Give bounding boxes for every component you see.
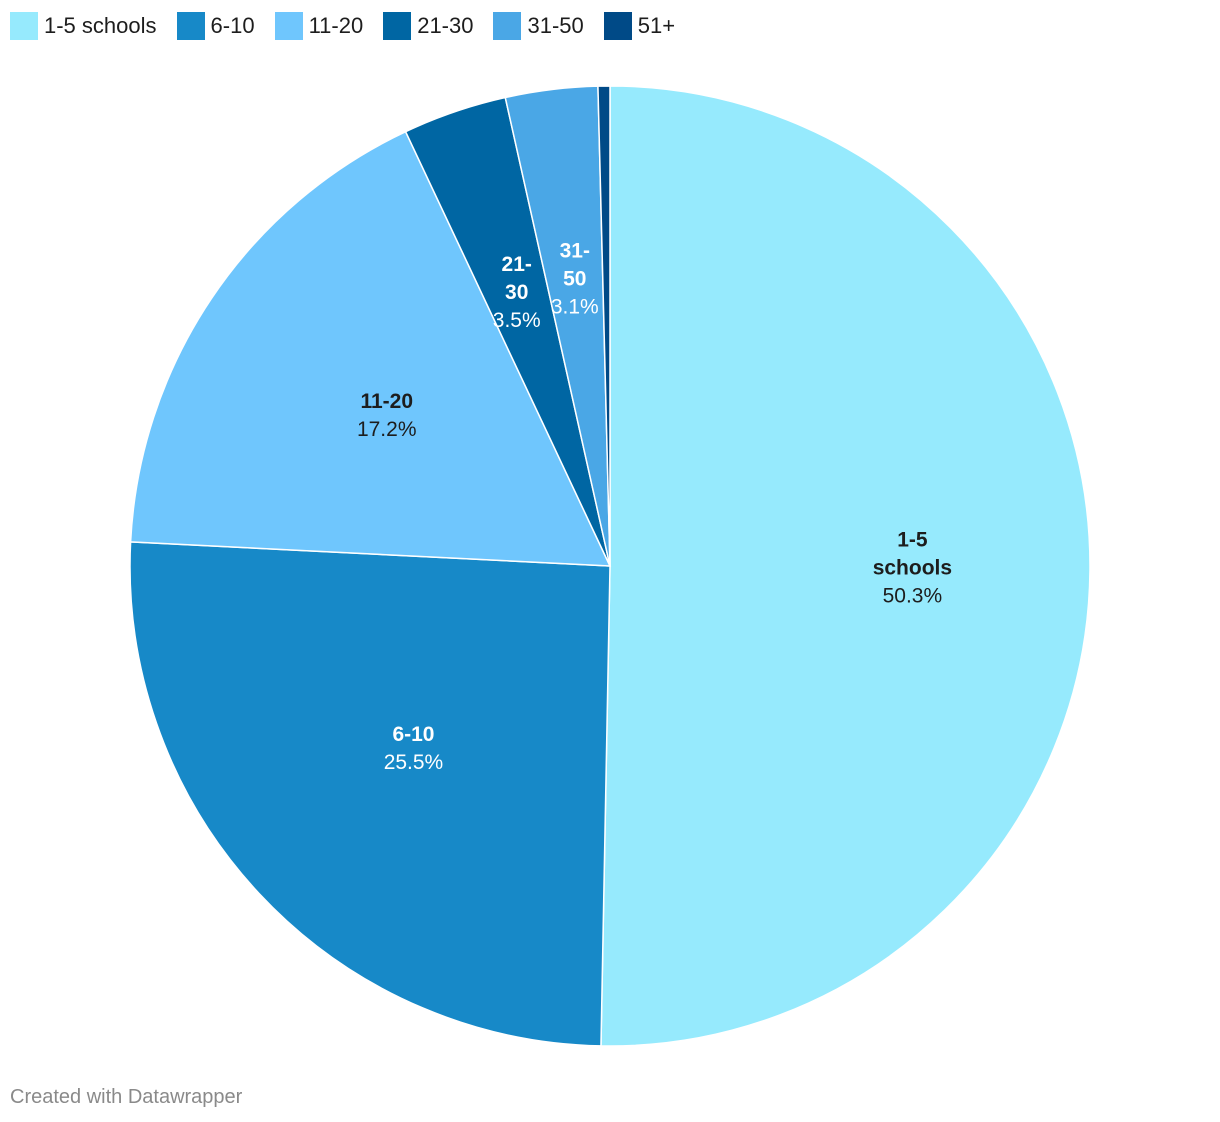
- slice-value-label: 17.2%: [357, 418, 417, 441]
- legend-swatch: [10, 12, 38, 40]
- slice-label: 1-5: [897, 528, 928, 551]
- legend-label: 11-20: [308, 13, 364, 38]
- legend-item-11-20: 11-20: [274, 12, 364, 40]
- pie-slice: [129, 130, 612, 567]
- legend-label: 21-30: [417, 13, 474, 38]
- slice-label: 21-: [502, 253, 532, 276]
- legend-swatch: [274, 12, 303, 40]
- legend-label: 51+: [637, 13, 676, 38]
- legend: 1-5 schools 6-10 11-20 21-30 31-50 51+: [10, 12, 695, 40]
- pie-slice: [600, 85, 1091, 1047]
- legend-item-21-30: 21-30: [383, 12, 473, 40]
- footer-credit: Created with Datawrapper: [10, 1086, 243, 1108]
- legend-label: 1-5 schools: [44, 13, 157, 38]
- slice-label: 30: [505, 281, 528, 304]
- slice-label: 11-20: [360, 390, 413, 413]
- slice-label: 6-10: [392, 723, 434, 746]
- legend-swatch: [603, 12, 632, 40]
- slice-label: 31-: [560, 240, 590, 263]
- legend-swatch: [493, 12, 522, 40]
- slice-label: schools: [873, 556, 952, 579]
- slice-label: 50: [563, 268, 586, 291]
- slice-value-label: 3.1%: [551, 296, 599, 319]
- pie-slice: [129, 541, 611, 1047]
- slice-value-label: 50.3%: [883, 584, 943, 607]
- legend-item-1-5-schools: 1-5 schools: [10, 12, 157, 40]
- pie-slice: [597, 85, 611, 567]
- legend-swatch: [383, 12, 412, 40]
- slice-value-label: 3.5%: [493, 309, 541, 332]
- legend-label: 6-10: [210, 13, 255, 38]
- legend-item-51-plus: 51+: [603, 12, 676, 40]
- legend-item-6-10: 6-10: [176, 12, 255, 40]
- slice-value-label: 25.5%: [384, 751, 444, 774]
- legend-swatch: [176, 12, 205, 40]
- legend-item-31-50: 31-50: [493, 12, 584, 40]
- legend-label: 31-50: [527, 13, 584, 38]
